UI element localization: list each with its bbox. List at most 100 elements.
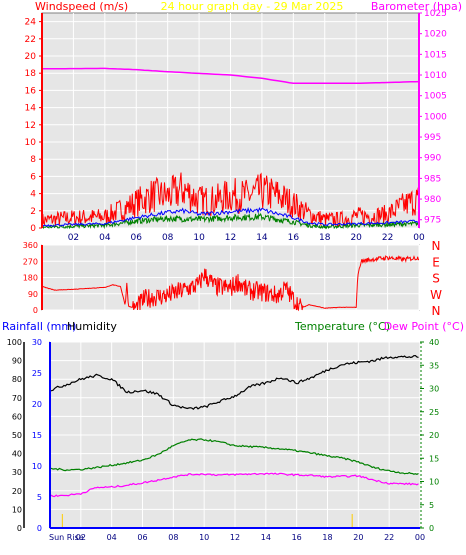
humidity-tick-label: 40 [12,450,22,459]
direction-series [41,255,420,312]
graph-title: 24 hour graph day - 29 Mar 2025 [161,0,344,13]
time-tick-label: 04 [107,533,117,542]
temperature-tick-label: 15 [429,454,439,463]
time-tick-label: 14 [261,533,271,542]
temperature-axis-title: Temperature (°C) [294,320,390,333]
rainfall-tick-label: 5 [37,493,42,502]
time-tick-label: 02 [76,533,86,542]
time-tick-label: 12 [230,533,240,542]
direction-tick-label: 0 [33,306,38,315]
temperature-series [49,438,419,475]
windspeed-tick-label: 24 [25,18,37,28]
humidity-tick-label: 60 [12,412,22,421]
temp-humidity-panel: 0102030405060708090100051015202530051015… [7,338,439,542]
humidity-axis-title: Humidity [67,320,117,333]
temperature-tick-label: 30 [429,385,439,394]
barometer-tick-label: 980 [424,195,441,205]
humidity-tick-label: 100 [7,338,22,347]
rainfall-tick-label: 25 [32,369,42,378]
time-tick-label: 22 [384,533,394,542]
time-tick-label: 06 [131,233,143,243]
time-tick-label: 00 [413,233,425,243]
time-tick-label: 20 [353,533,363,542]
humidity-tick-label: 10 [12,505,22,514]
barometer-tick-label: 1010 [424,71,447,81]
time-tick-label: 00 [415,533,425,542]
windspeed-tick-label: 8 [30,155,36,165]
temperature-tick-label: 0 [429,524,434,533]
humidity-series [49,354,419,410]
time-tick-label: 02 [68,233,79,243]
time-tick-label: 06 [137,533,147,542]
time-tick-label: 16 [288,233,300,243]
direction-tick-label: 270 [23,257,38,266]
barometer-line [42,67,420,85]
time-tick-label: 20 [350,233,362,243]
barometer-tick-label: 1005 [424,92,447,102]
temperature-tick-label: 35 [429,361,439,370]
windspeed-tick-label: 12 [25,121,36,131]
humidity-tick-label: 90 [12,357,22,366]
barometer-tick-label: 990 [424,154,441,164]
windspeed-tick-label: 4 [30,190,36,200]
barometer-tick-label: 1025 [424,9,447,19]
windspeed-tick-label: 0 [30,224,36,234]
humidity-tick-label: 20 [12,487,22,496]
time-tick-label: 14 [256,233,268,243]
windspeed-tick-label: 6 [30,172,36,182]
barometer-tick-label: 1000 [424,112,447,122]
barometer-tick-label: 975 [424,216,441,226]
temperature-tick-label: 5 [429,501,434,510]
time-tick-label: 22 [382,233,393,243]
windspeed-tick-label: 2 [30,207,36,217]
temperature-tick-label: 25 [429,408,439,417]
barometer-tick-label: 995 [424,133,441,143]
time-tick-label: Sun Rise [49,533,84,542]
humidity-tick-label: 50 [12,431,22,440]
direction-tick-label: 90 [28,290,38,299]
direction-tick-label: 180 [23,274,38,283]
barometer-tick-label: 1015 [424,50,447,60]
rainfall-tick-label: 15 [32,431,42,440]
time-tick-label: 10 [199,533,209,542]
compass-label: W [430,288,442,302]
time-tick-label: 10 [193,233,205,243]
windspeed-tick-label: 16 [25,86,37,96]
humidity-tick-label: 0 [17,524,22,533]
wind-baro-panel: 0246810121416182022249759809859909951000… [25,9,448,243]
rainfall-tick-label: 20 [32,400,42,409]
windspeed-tick-label: 22 [25,35,36,45]
windspeed-tick-label: 10 [25,138,37,148]
barometer-axis-title: Barometer (hpa) [371,0,462,13]
compass-label: E [432,255,440,269]
temperature-tick-label: 40 [429,338,439,347]
time-tick-label: 04 [99,233,111,243]
rainfall-tick-label: 0 [37,524,42,533]
time-tick-label: 18 [322,533,332,542]
compass-label: S [432,272,440,286]
humidity-tick-label: 70 [12,394,22,403]
dewpoint-series [49,472,419,498]
rainfall-tick-label: 30 [32,338,42,347]
barometer-tick-label: 1020 [424,30,447,40]
time-tick-label: 16 [292,533,302,542]
time-tick-label: 12 [225,233,236,243]
barometer-tick-label: 985 [424,174,441,184]
time-tick-label: 08 [162,233,174,243]
compass-label: N [432,239,441,253]
windspeed-axis-title: Windspeed (m/s) [35,0,128,13]
humidity-tick-label: 80 [12,375,22,384]
direction-tick-label: 360 [23,241,38,250]
windspeed-tick-label: 18 [25,69,37,79]
dewpoint-axis-title: Dew Point (°C) [384,320,464,333]
humidity-tick-label: 30 [12,468,22,477]
rainfall-tick-label: 10 [32,462,42,471]
rainfall-axis-title: Rainfall (mm) [2,320,76,333]
time-tick-label: 18 [319,233,331,243]
windspeed-tick-label: 20 [25,52,37,62]
gust-series [41,172,419,228]
temperature-tick-label: 10 [429,478,439,487]
time-tick-label: 08 [168,533,178,542]
